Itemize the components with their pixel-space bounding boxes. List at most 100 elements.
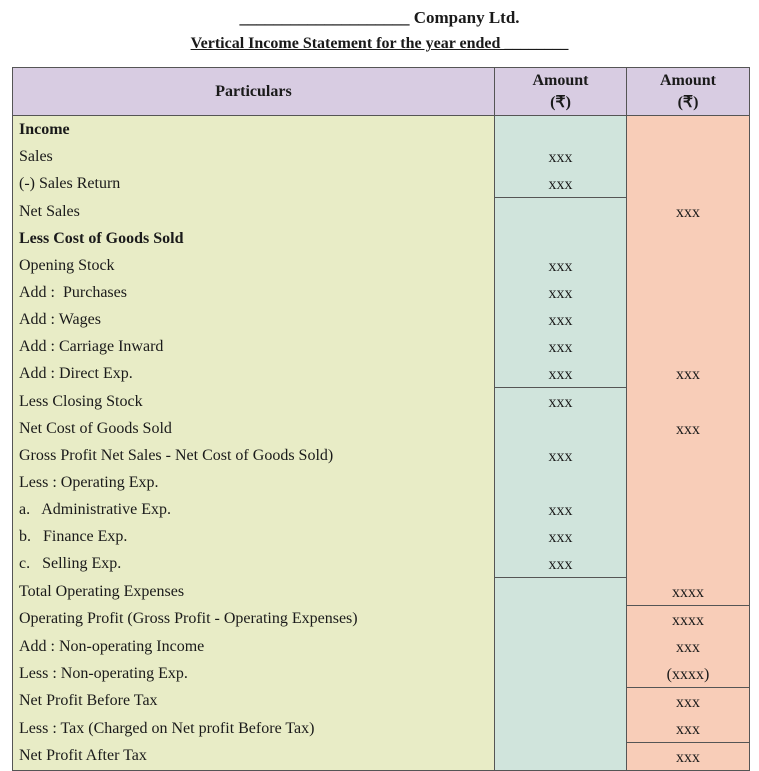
table-row: b. Finance Exp. xxx (12, 523, 750, 550)
cell: b. Finance Exp. (12, 523, 495, 550)
cell: Add : Non-operating Income (12, 632, 495, 660)
column-header: Particulars (12, 67, 495, 116)
cell: Less Cost of Goods Sold (12, 225, 495, 252)
cell: xxx (494, 306, 627, 333)
cell: xxx (626, 197, 750, 225)
cell: Net Sales (12, 197, 495, 225)
cell: xxxx (626, 577, 750, 605)
cell: xxx (626, 632, 750, 660)
cell (626, 496, 750, 523)
cell: Add : Purchases (12, 279, 495, 306)
cell: xxx (494, 387, 627, 415)
cell: xxx (626, 360, 750, 388)
cell (626, 115, 750, 143)
table-row: (-) Sales Return xxx (12, 170, 750, 198)
cell: Operating Profit (Gross Profit - Operati… (12, 605, 495, 633)
header-text: Amount (659, 71, 716, 89)
table-row: Income (12, 115, 750, 143)
cell: xxx (626, 686, 750, 715)
table-row: Operating Profit (Gross Profit - Operati… (12, 604, 750, 633)
cell: Income (12, 115, 495, 143)
cell: Less : Non-operating Exp. (12, 659, 495, 687)
cell: c. Selling Exp. (12, 550, 495, 578)
cell: xxx (494, 279, 627, 306)
cell (626, 252, 750, 279)
header-text: (₹) (550, 93, 571, 111)
cell (494, 687, 627, 715)
cell: Net Cost of Goods Sold (12, 415, 495, 442)
cell (626, 387, 750, 415)
cell (494, 469, 627, 496)
column-header: Amount (₹) (626, 67, 750, 116)
header-row: Particulars Amount (₹) Amount (₹) (12, 67, 750, 116)
cell (626, 306, 750, 333)
cell: (xxxx) (626, 659, 750, 687)
cell (494, 415, 627, 442)
cell: xxx (626, 415, 750, 442)
cell: xxx (494, 170, 627, 198)
cell: xxx (494, 252, 627, 279)
cell: Less Closing Stock (12, 387, 495, 415)
column-header: Amount (₹) (494, 67, 627, 116)
cell: xxx (494, 360, 627, 388)
cell: Add : Wages (12, 306, 495, 333)
table-row: Opening Stock xxx (12, 252, 750, 279)
cell (494, 742, 627, 771)
table-row: a. Administrative Exp. xxx (12, 496, 750, 523)
cell (626, 170, 750, 198)
cell (494, 225, 627, 252)
cell: Net Profit Before Tax (12, 687, 495, 715)
cell: xxxx (626, 604, 750, 633)
cell (626, 225, 750, 252)
table-row: Net Sales xxx (12, 197, 750, 225)
cell: xxx (494, 442, 627, 469)
table-row: c. Selling Exp. xxx (12, 550, 750, 578)
cell: (-) Sales Return (12, 170, 495, 198)
cell (494, 115, 627, 143)
table-row: Sales xxx (12, 143, 750, 170)
cell (626, 442, 750, 469)
cell: xxx (494, 496, 627, 523)
table-row: Add : Purchases xxx (12, 279, 750, 306)
cell: Less : Operating Exp. (12, 469, 495, 496)
cell: Opening Stock (12, 252, 495, 279)
table-row: Add : Carriage Inward xxx (12, 333, 750, 360)
cell: Less : Tax (Charged on Net profit Before… (12, 714, 495, 742)
title: ____________________ Company Ltd. (239, 8, 520, 27)
subtitle: Vertical Income Statement for the year e… (190, 35, 569, 52)
page: ____________________ Company Ltd. Vertic… (12, 8, 750, 771)
cell (626, 279, 750, 306)
cell: xxx (494, 523, 627, 550)
table-body: Income Sales xxx (-) Sales Return xxx Net Sal… (12, 115, 750, 771)
income-statement-table: Particulars Amount (₹) Amount (₹) Income Sale… (12, 67, 750, 771)
table-row: Add : Direct Exp. xxx xxx (12, 360, 750, 388)
cell (626, 550, 750, 578)
table-row: Add : Wages xxx (12, 306, 750, 333)
cell: Total Operating Expenses (12, 577, 495, 605)
cell: xxx (494, 333, 627, 360)
cell: a. Administrative Exp. (12, 496, 495, 523)
cell: xxx (494, 550, 627, 578)
table-row: Less : Operating Exp. (12, 469, 750, 496)
table-row: Total Operating Expenses xxxx (12, 577, 750, 605)
cell (626, 469, 750, 496)
cell (494, 659, 627, 687)
cell (626, 333, 750, 360)
cell: Gross Profit Net Sales - Net Cost of Goo… (12, 442, 495, 469)
header-text: Amount (532, 71, 589, 89)
table-row: Less Closing Stock xxx (12, 387, 750, 415)
header-text: Particulars (215, 82, 292, 100)
header-text: (₹) (677, 93, 699, 111)
cell (494, 714, 627, 742)
cell: Net Profit After Tax (12, 742, 495, 771)
table-row: Add : Non-operating Income xxx (12, 632, 750, 660)
cell: xxx (494, 143, 627, 170)
cell (494, 632, 627, 660)
cell (494, 605, 627, 633)
cell (626, 143, 750, 170)
table-row: Less : Tax (Charged on Net profit Before… (12, 714, 750, 742)
cell (494, 197, 627, 225)
cell: xxx (626, 741, 750, 771)
table-row: Net Cost of Goods Sold xxx (12, 415, 750, 442)
cell (626, 523, 750, 550)
